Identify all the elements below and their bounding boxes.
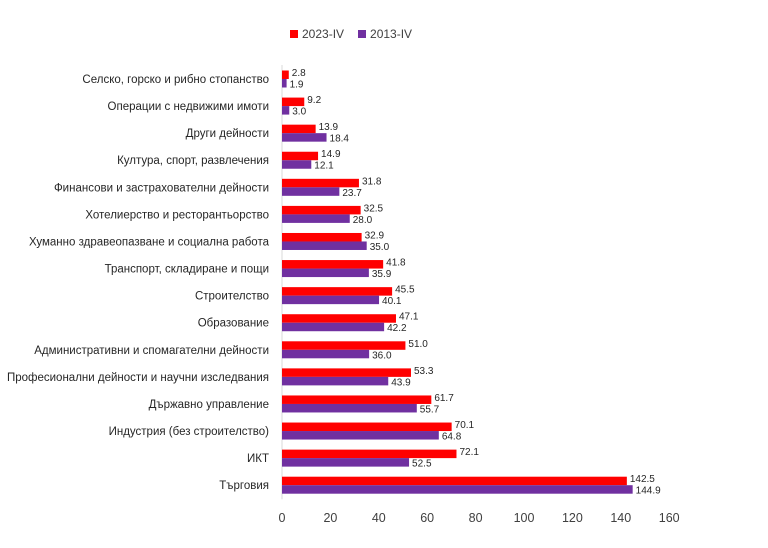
category-label: Индустрия (без строителство)	[109, 426, 270, 438]
bar-2023	[282, 476, 627, 486]
legend-swatch-2023	[290, 30, 298, 38]
data-label-2023: 47.1	[399, 312, 419, 323]
bar-2013	[282, 431, 439, 440]
category-label: Професионални дейности и научни изследва…	[7, 372, 269, 384]
x-tick-label: 140	[610, 511, 631, 525]
data-label-2013: 64.8	[442, 432, 462, 443]
data-label-2023: 32.9	[365, 230, 385, 241]
bar-2023	[282, 151, 319, 161]
bar-2023	[282, 70, 289, 79]
data-label-2023: 53.3	[414, 366, 434, 377]
data-label-2023: 51.0	[408, 339, 428, 350]
bar-2013	[282, 376, 389, 386]
bar-2023	[282, 260, 384, 269]
data-label-2013: 35.9	[372, 269, 392, 280]
data-label-2013: 1.9	[290, 80, 304, 91]
bar-2013	[282, 485, 633, 494]
x-tick-label: 100	[514, 511, 535, 525]
data-label-2023: 13.9	[319, 122, 339, 133]
category-label: Операции с недвижими имоти	[108, 101, 269, 113]
data-label-2023: 72.1	[459, 447, 479, 458]
data-label-2013: 42.2	[387, 323, 407, 334]
x-tick-label: 120	[562, 511, 583, 525]
bar-2023	[282, 178, 359, 188]
bar-2023	[282, 205, 361, 215]
x-tick-label: 20	[323, 511, 337, 525]
x-tick-label: 60	[420, 511, 434, 525]
category-label: Търговия	[219, 480, 269, 492]
data-label-2013: 23.7	[342, 188, 362, 199]
category-label: Селско, горско и рибно стопанство	[82, 74, 269, 86]
bar-2023	[282, 287, 393, 296]
bar-2013	[282, 79, 287, 88]
data-label-2023: 9.2	[307, 95, 321, 106]
data-label-2013: 40.1	[382, 296, 402, 307]
legend-swatch-2013	[358, 30, 367, 38]
bar-2023	[282, 368, 411, 377]
category-label: Строителство	[195, 291, 269, 303]
data-label-2023: 32.5	[364, 203, 384, 214]
category-label: Държавно управление	[149, 399, 269, 411]
legend-label-2023: 2023-IV	[302, 27, 345, 41]
category-label: Финансови и застрахователни дейности	[54, 182, 269, 194]
data-label-2013: 36.0	[372, 350, 392, 361]
bar-2013	[282, 160, 312, 169]
bar-2023	[282, 232, 362, 242]
category-label: Други дейности	[186, 128, 269, 140]
data-label-2013: 28.0	[353, 215, 373, 226]
bar-2013	[282, 458, 410, 467]
bar-2013	[282, 268, 369, 278]
bar-2013	[282, 295, 380, 305]
legend-label-2013: 2013-IV	[370, 27, 413, 41]
bar-2023	[282, 124, 316, 134]
bar-2013	[282, 349, 370, 359]
legend-item-2013: 2013-IV	[358, 27, 412, 41]
x-tick-label: 0	[279, 511, 286, 525]
bar-2013	[282, 106, 290, 115]
data-label-2013: 144.9	[636, 486, 661, 497]
data-label-2023: 142.5	[630, 474, 655, 485]
data-label-2023: 41.8	[386, 258, 406, 269]
bar-2013	[282, 133, 327, 142]
category-label: Административни и спомагателни дейности	[34, 345, 269, 357]
data-label-2023: 61.7	[434, 393, 454, 404]
data-label-2023: 14.9	[321, 149, 341, 160]
data-label-2013: 35.0	[370, 242, 390, 253]
bar-2023	[282, 341, 406, 350]
bar-2013	[282, 403, 417, 413]
data-label-2013: 18.4	[330, 134, 350, 145]
bar-2023	[282, 395, 432, 404]
x-tick-label: 80	[469, 511, 483, 525]
data-label-2023: 45.5	[395, 285, 415, 296]
data-label-2013: 55.7	[420, 404, 440, 415]
data-label-2023: 31.8	[362, 176, 382, 187]
category-label: Култура, спорт, развлечения	[117, 155, 269, 167]
x-tick-label: 40	[372, 511, 386, 525]
bar-2023	[282, 422, 452, 432]
data-label-2023: 2.8	[292, 68, 306, 79]
category-label: Хотелиерство и ресторантьорство	[85, 209, 269, 221]
bar-2013	[282, 241, 367, 250]
bar-2023	[282, 449, 457, 459]
data-label-2023: 70.1	[455, 420, 475, 431]
data-label-2013: 52.5	[412, 459, 432, 470]
data-label-2013: 43.9	[391, 377, 411, 388]
bar-2023	[282, 314, 396, 323]
data-label-2013: 12.1	[314, 161, 334, 172]
bar-2013	[282, 214, 350, 223]
category-label: ИКТ	[247, 453, 269, 465]
legend-item-2023: 2023-IV	[290, 27, 344, 41]
bar-2013	[282, 322, 385, 332]
data-label-2013: 3.0	[292, 107, 306, 118]
category-label: Хуманно здравеопазване и социална работа	[29, 236, 270, 248]
category-label: Транспорт, складиране и пощи	[105, 264, 269, 276]
bar-2013	[282, 187, 340, 196]
legend: 2023-IV 2013-IV	[290, 27, 412, 41]
bar-2023	[282, 97, 305, 107]
category-label: Образование	[198, 318, 269, 330]
x-tick-label: 160	[659, 511, 680, 525]
